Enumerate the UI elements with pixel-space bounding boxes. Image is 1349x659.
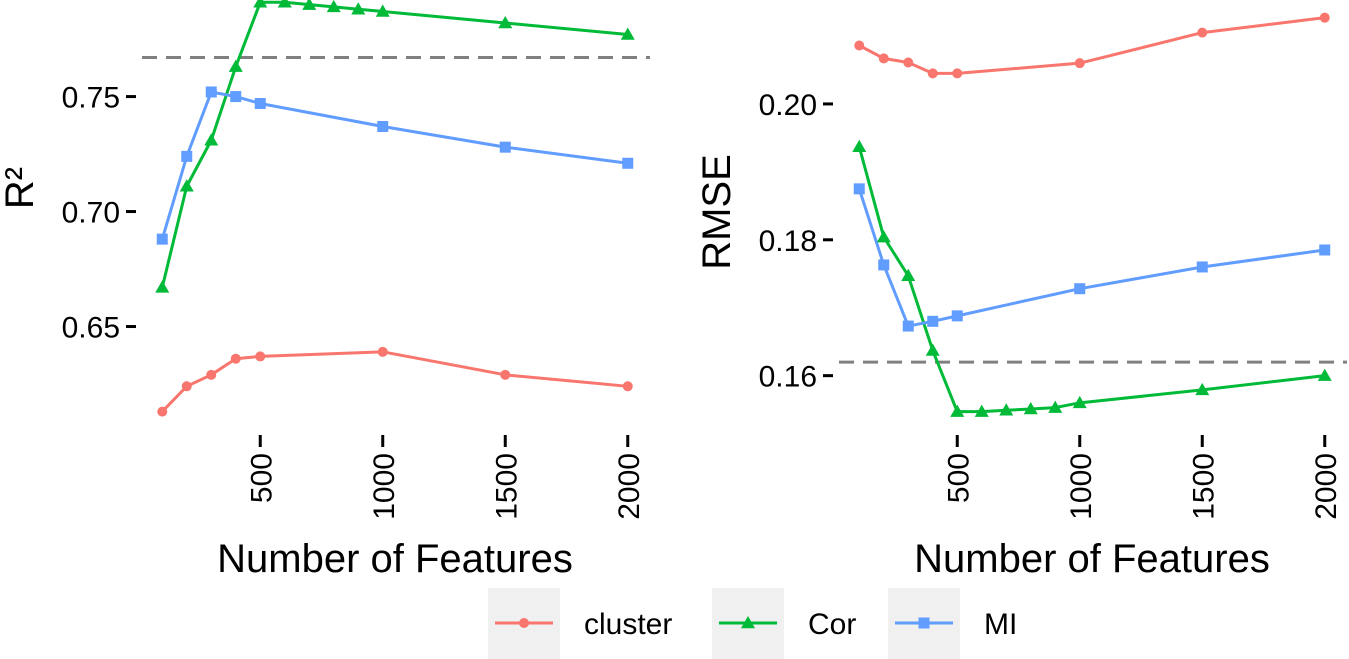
r2-series-points	[155, 0, 635, 417]
rmse-y-tick-label: 0.20	[759, 89, 817, 122]
rmse-cor-point	[852, 139, 867, 152]
r2-mi-point	[499, 141, 511, 153]
r2-cor-point	[620, 27, 635, 40]
rmse-cluster-line	[858, 16, 1325, 75]
rmse-x-axis-title: Number of Features	[914, 537, 1270, 581]
rmse-mi-point	[878, 259, 890, 271]
rmse-mi-point	[902, 320, 914, 332]
r2-cor-point	[326, 0, 341, 13]
rmse-mi-point	[1319, 244, 1331, 256]
rmse-cor-point	[1048, 400, 1063, 413]
r2-cluster-point	[255, 351, 266, 362]
legend-label-cluster: cluster	[584, 608, 672, 641]
rmse-x-tick-label: 1500	[1187, 453, 1220, 520]
r2-mi-point	[230, 91, 242, 103]
rmse-cluster-point	[927, 68, 938, 79]
r2-y-axis-title: R²	[0, 167, 42, 209]
legend-cluster-marker	[519, 618, 529, 628]
rmse-cluster-point	[878, 53, 889, 64]
rmse-cor-point	[1023, 401, 1038, 415]
rmse-panel: 0.16 0.18 0.20 500 1000 1500 2000 RMSE Number…	[695, 12, 1347, 581]
r2-mi-point	[156, 233, 168, 245]
r2-cluster-point	[157, 406, 168, 417]
legend-mi-marker	[918, 617, 930, 629]
r2-cluster-point	[230, 353, 241, 364]
r2-mi-point	[254, 97, 266, 109]
rmse-cor-point	[1072, 395, 1087, 409]
rmse-y-axis: 0.16 0.18 0.20	[759, 89, 833, 394]
r2-y-tick-label: 0.70	[62, 197, 120, 230]
rmse-cluster-point	[854, 40, 865, 51]
rmse-cluster-point	[1074, 58, 1085, 69]
r2-x-axis: 500 1000 1500 2000	[245, 435, 646, 520]
legend-label-cor: Cor	[808, 608, 856, 641]
r2-cluster-point	[500, 369, 511, 380]
rmse-x-tick-label: 500	[942, 453, 975, 503]
rmse-cluster-point	[903, 57, 914, 68]
rmse-cor-point	[950, 404, 965, 417]
r2-x-axis-title: Number of Features	[217, 537, 573, 581]
r2-cor-point	[498, 15, 513, 29]
rmse-x-tick-label: 2000	[1310, 453, 1343, 520]
r2-cor-point	[204, 133, 219, 146]
r2-cluster-point	[181, 381, 192, 392]
rmse-series-points	[852, 12, 1332, 417]
rmse-mi-point	[951, 310, 963, 322]
r2-cor-point	[277, 0, 292, 8]
r2-mi-point	[181, 150, 193, 162]
r2-cor-point	[155, 280, 170, 293]
r2-series-lines	[160, 0, 628, 413]
rmse-cor-point	[876, 230, 891, 243]
r2-mi-point	[205, 86, 217, 98]
legend-item-mi: MI	[888, 588, 1017, 659]
rmse-cor-point	[999, 403, 1014, 416]
r2-y-tick-label: 0.75	[62, 82, 120, 115]
r2-y-tick-label: 0.65	[62, 312, 120, 345]
r2-cluster-point	[377, 346, 388, 357]
r2-cor-point	[228, 59, 243, 72]
r2-mi-line	[160, 90, 628, 240]
r2-cor-point	[302, 0, 317, 10]
rmse-cluster-point	[952, 68, 963, 79]
r2-cor-point	[253, 0, 268, 8]
rmse-x-axis: 500 1000 1500 2000	[942, 435, 1343, 520]
rmse-cluster-point	[1319, 12, 1330, 23]
r2-cor-point	[351, 2, 366, 15]
r2-cluster-point	[206, 369, 217, 380]
r2-x-tick-label: 500	[245, 453, 278, 503]
rmse-cor-point	[901, 268, 916, 282]
rmse-mi-line	[857, 188, 1325, 328]
legend-item-cor: Cor	[712, 588, 856, 659]
r2-cor-point	[375, 4, 390, 17]
rmse-cor-point	[974, 404, 989, 417]
rmse-cor-point	[925, 343, 940, 356]
r2-x-tick-label: 1500	[490, 453, 523, 520]
r2-cluster-point	[622, 381, 633, 392]
r2-x-tick-label: 2000	[613, 453, 646, 520]
rmse-mi-point	[927, 315, 939, 327]
legend-label-mi: MI	[984, 608, 1017, 641]
r2-panel: 0.65 0.70 0.75 500 1000 1500 2000 R² Number o…	[0, 0, 650, 581]
rmse-cor-point	[1195, 382, 1210, 396]
r2-cor-point	[179, 179, 194, 192]
r2-mi-point	[377, 120, 389, 132]
rmse-y-tick-label: 0.16	[759, 361, 817, 394]
r2-mi-point	[622, 157, 634, 169]
rmse-cor-point	[1317, 368, 1332, 381]
r2-y-axis: 0.65 0.70 0.75	[62, 82, 136, 345]
rmse-mi-point	[1074, 283, 1086, 295]
rmse-cluster-point	[1197, 27, 1208, 38]
rmse-y-tick-label: 0.18	[759, 225, 817, 258]
legend: cluster Cor MI	[488, 588, 1017, 659]
legend-item-cluster: cluster	[488, 588, 672, 659]
r2-x-tick-label: 1000	[368, 453, 401, 520]
rmse-mi-point	[1196, 261, 1208, 273]
rmse-cor-line	[857, 146, 1325, 414]
r2-cor-line	[160, 0, 628, 288]
rmse-y-axis-title: RMSE	[695, 154, 739, 270]
rmse-mi-point	[853, 183, 865, 195]
legend-cor-marker	[741, 616, 755, 629]
rmse-x-tick-label: 1000	[1065, 453, 1098, 520]
